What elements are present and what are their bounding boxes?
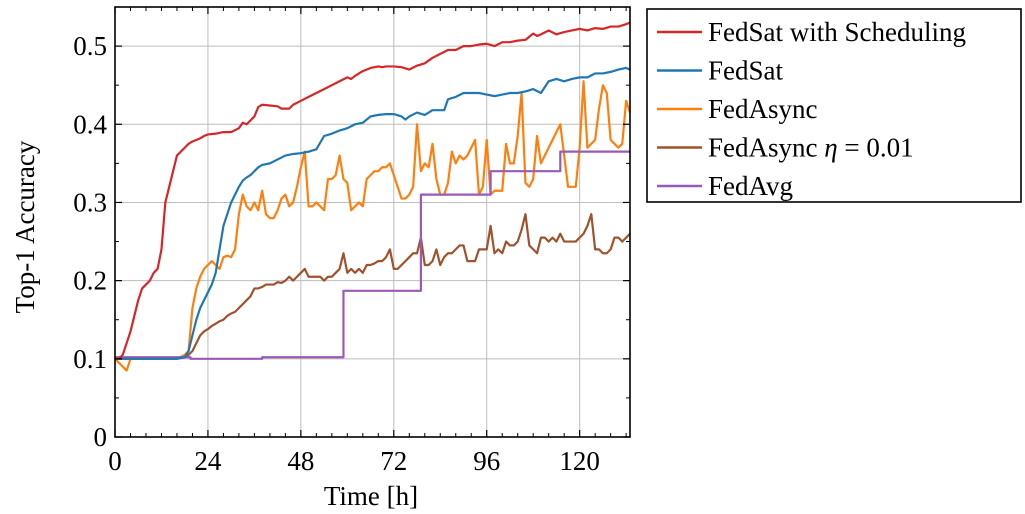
tick-labels: 0 24 48 72 96 120 0 0.1 0.2 0.3 0.4 0.5 [73, 31, 600, 476]
legend-label-fedasync-0-01: FedAsync η = 0.01 [708, 133, 914, 163]
legend-label-fedasync: FedAsync [708, 94, 818, 124]
legend-box [646, 8, 1022, 203]
x-tick-label: 24 [194, 446, 222, 476]
x-tick-label: 72 [380, 446, 407, 476]
series-line-fedsat [115, 66, 631, 360]
series-line-fedasync [114, 80, 632, 372]
y-axis-label: Top-1 Accuracy [10, 140, 40, 313]
series-line-fedavg [115, 150, 630, 360]
series-line-fedsat-with-scheduling [115, 21, 631, 360]
legend-label-fedsat: FedSat [708, 56, 784, 86]
series-line-fedasync-0-01 [115, 213, 631, 360]
plot-frame [114, 6, 631, 438]
y-tick-label: 0.1 [73, 344, 107, 374]
x-tick-label: 120 [559, 446, 600, 476]
grid [114, 7, 630, 438]
y-tick-label: 0.4 [73, 109, 107, 139]
y-tick-label: 0.5 [73, 31, 107, 61]
legend: FedSat with Scheduling FedSat FedAsync FedA… [646, 8, 1022, 203]
y-tick-label: 0.2 [73, 266, 107, 296]
legend-label-fedsat-with-scheduling: FedSat with Scheduling [708, 17, 966, 47]
legend-label-fedavg: FedAvg [708, 171, 793, 201]
x-tick-label: 96 [473, 446, 500, 476]
x-tick-label: 48 [287, 446, 314, 476]
series-layer [114, 21, 632, 372]
x-tick-label: 0 [108, 446, 122, 476]
ticks-layer [114, 6, 630, 438]
y-tick-label: 0.3 [73, 187, 107, 217]
y-tick-label: 0 [94, 422, 108, 452]
x-axis-label: Time [h] [324, 481, 418, 511]
